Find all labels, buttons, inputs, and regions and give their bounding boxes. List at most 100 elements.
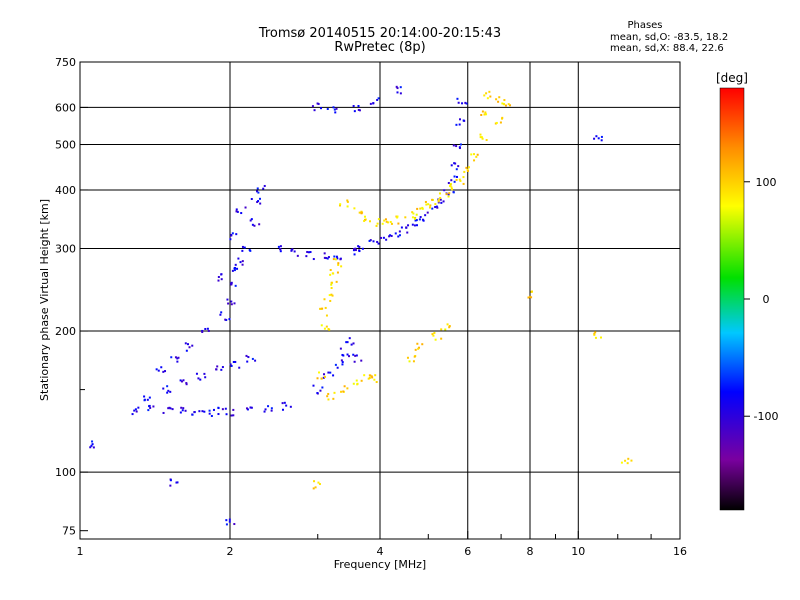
data-point bbox=[406, 231, 409, 234]
x-tick-label: 4 bbox=[377, 545, 384, 558]
data-point bbox=[483, 94, 486, 97]
data-point bbox=[167, 407, 170, 410]
data-point bbox=[337, 263, 340, 266]
data-point bbox=[448, 192, 451, 195]
data-point bbox=[443, 189, 446, 192]
data-point bbox=[326, 395, 329, 398]
data-point bbox=[440, 328, 443, 331]
data-point bbox=[461, 102, 464, 105]
data-point bbox=[312, 487, 315, 490]
data-point bbox=[217, 279, 220, 282]
x-tick-label: 6 bbox=[464, 545, 471, 558]
data-point bbox=[485, 92, 488, 95]
data-point bbox=[435, 205, 438, 208]
data-point bbox=[368, 376, 371, 379]
data-point bbox=[227, 302, 230, 305]
data-point bbox=[155, 368, 158, 371]
data-point bbox=[176, 357, 179, 360]
data-point bbox=[289, 405, 292, 408]
data-point bbox=[373, 378, 376, 381]
data-point bbox=[476, 153, 479, 156]
data-point bbox=[450, 164, 453, 167]
data-point bbox=[327, 256, 330, 259]
data-point bbox=[339, 258, 342, 261]
data-point bbox=[354, 354, 357, 357]
data-point bbox=[376, 222, 379, 225]
data-point bbox=[411, 211, 414, 214]
data-point bbox=[389, 220, 392, 223]
data-point bbox=[422, 219, 425, 222]
data-point bbox=[329, 371, 332, 374]
data-point bbox=[503, 103, 506, 106]
data-point bbox=[341, 361, 344, 364]
data-point bbox=[182, 407, 185, 410]
data-point bbox=[246, 408, 249, 411]
axes: 1 2 4 6 8 10 16 75 100 200 300 400 500 600 750 bbox=[55, 56, 687, 558]
data-point bbox=[233, 269, 236, 272]
data-point bbox=[447, 193, 450, 196]
data-point bbox=[239, 261, 242, 264]
data-point bbox=[593, 333, 596, 336]
data-point bbox=[408, 360, 411, 363]
data-point bbox=[448, 325, 451, 328]
data-point bbox=[169, 407, 172, 410]
data-point bbox=[363, 374, 366, 377]
data-point bbox=[507, 103, 510, 106]
data-point bbox=[594, 331, 597, 334]
data-point bbox=[335, 107, 338, 110]
data-point bbox=[201, 410, 204, 413]
data-point bbox=[416, 207, 419, 210]
data-point bbox=[452, 144, 455, 147]
data-point bbox=[241, 245, 244, 248]
data-point bbox=[358, 211, 361, 214]
data-point bbox=[188, 346, 191, 349]
data-point bbox=[262, 187, 265, 190]
data-point bbox=[199, 378, 202, 381]
data-point bbox=[146, 398, 149, 401]
data-point bbox=[167, 389, 170, 392]
data-point bbox=[353, 253, 356, 256]
data-point bbox=[445, 193, 448, 196]
data-point bbox=[377, 242, 380, 245]
data-point bbox=[89, 446, 92, 449]
data-point bbox=[434, 338, 437, 341]
data-point bbox=[267, 405, 270, 408]
data-point bbox=[241, 249, 244, 252]
data-point bbox=[350, 343, 353, 346]
data-point bbox=[233, 302, 236, 305]
data-point bbox=[325, 257, 328, 260]
data-point bbox=[309, 251, 312, 254]
data-point bbox=[340, 390, 343, 393]
x-tick-label: 10 bbox=[571, 545, 585, 558]
data-point bbox=[360, 210, 363, 213]
data-point bbox=[480, 136, 483, 139]
data-point bbox=[231, 232, 234, 235]
data-point bbox=[224, 407, 227, 410]
data-point bbox=[455, 175, 458, 178]
data-point bbox=[489, 95, 492, 98]
data-point bbox=[181, 409, 184, 412]
data-point bbox=[336, 257, 339, 260]
data-point bbox=[364, 215, 367, 218]
data-point bbox=[413, 224, 416, 227]
data-point bbox=[462, 119, 465, 122]
colorbar-tick-label: 100 bbox=[756, 176, 777, 189]
data-point bbox=[201, 329, 204, 332]
data-point bbox=[256, 187, 259, 190]
data-point bbox=[334, 111, 337, 114]
data-point bbox=[457, 165, 460, 168]
data-point bbox=[626, 462, 629, 465]
data-point bbox=[237, 257, 240, 260]
data-point bbox=[176, 360, 179, 363]
data-point bbox=[431, 207, 434, 210]
data-point bbox=[399, 92, 402, 95]
data-point bbox=[439, 198, 442, 201]
data-point bbox=[374, 374, 377, 377]
data-point bbox=[459, 143, 462, 146]
data-point bbox=[355, 379, 358, 382]
data-point bbox=[257, 191, 260, 194]
data-point bbox=[509, 104, 512, 107]
data-point bbox=[465, 166, 468, 169]
data-point bbox=[363, 218, 366, 221]
data-point bbox=[421, 343, 424, 346]
